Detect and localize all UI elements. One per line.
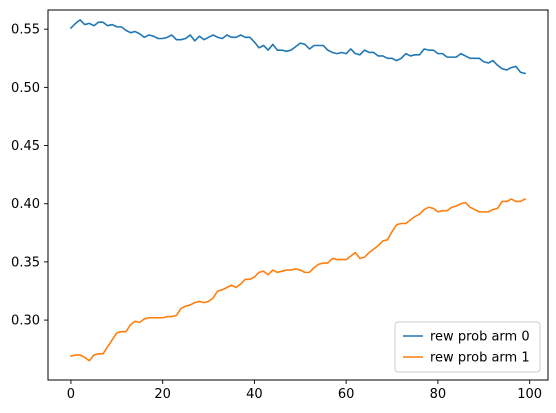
y-axis: 0.30 0.35 0.40 0.45 0.50 0.55 <box>11 23 48 329</box>
y-tick-label: 0.40 <box>11 197 40 212</box>
y-tick-label: 0.45 <box>11 139 40 154</box>
series-line-arm-1 <box>69 197 527 362</box>
legend-label-arm-0: rew prob arm 0 <box>430 330 530 345</box>
x-tick-label: 80 <box>430 387 447 402</box>
legend-label-arm-1: rew prob arm 1 <box>430 351 530 366</box>
y-tick-label: 0.50 <box>11 81 40 96</box>
series-layer <box>69 19 527 362</box>
y-tick-label: 0.30 <box>11 314 40 329</box>
y-tick-label: 0.55 <box>11 23 40 38</box>
x-tick-label: 20 <box>154 387 171 402</box>
legend: rew prob arm 0 rew prob arm 1 <box>394 321 541 373</box>
x-tick-label: 60 <box>338 387 355 402</box>
x-tick-label: 100 <box>517 387 542 402</box>
x-tick-label: 40 <box>246 387 263 402</box>
x-tick-label: 0 <box>67 387 75 402</box>
axes-frame <box>47 9 549 381</box>
series-line-arm-0 <box>69 19 527 75</box>
legend-box <box>394 321 541 373</box>
x-axis: 0 20 40 60 80 100 <box>67 380 542 402</box>
y-tick-label: 0.35 <box>11 255 40 270</box>
